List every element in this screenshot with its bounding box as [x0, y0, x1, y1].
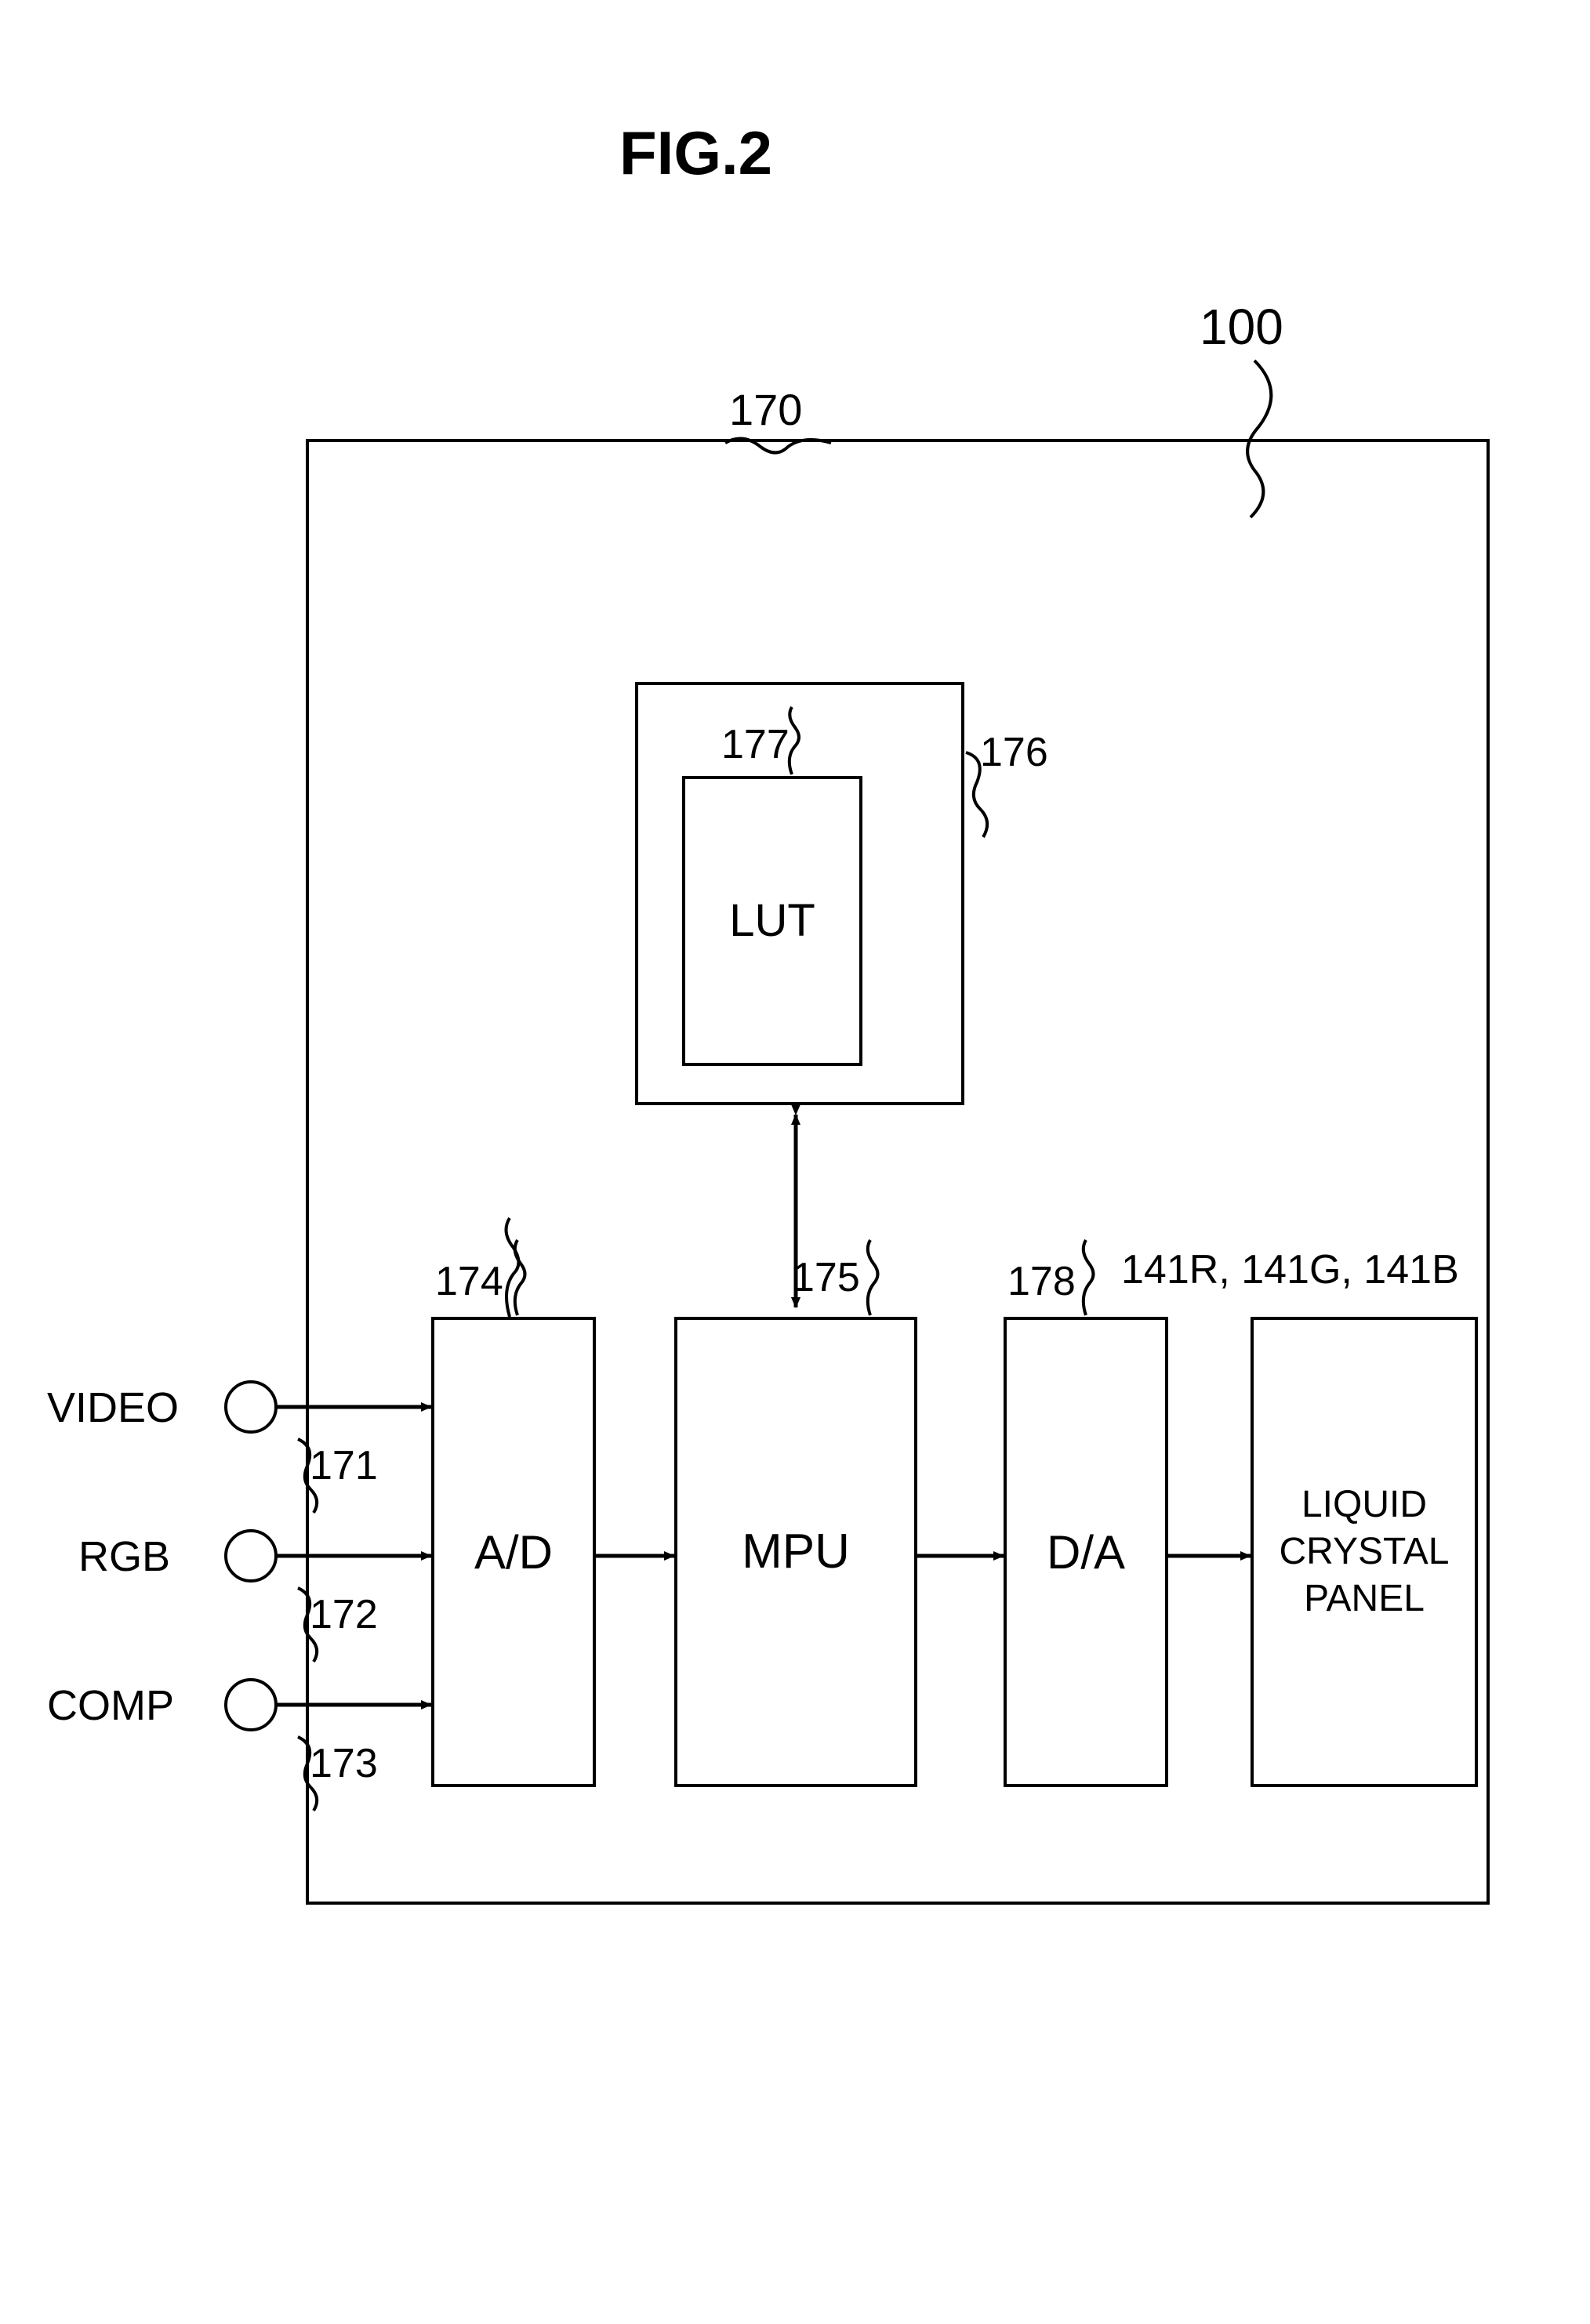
ad-label: A/D: [474, 1523, 553, 1582]
lcd-panel-block: LIQUID CRYSTAL PANEL: [1251, 1317, 1478, 1787]
ref-label-176: 176: [980, 729, 1048, 776]
ref-label-100: 100: [1200, 298, 1283, 356]
ref-label-141: 141R, 141G, 141B: [1121, 1246, 1459, 1293]
input-label-rgb: RGB: [78, 1532, 170, 1581]
da-label: D/A: [1047, 1523, 1125, 1582]
ref-label-171: 171: [310, 1442, 378, 1489]
lcd-label: LIQUID CRYSTAL PANEL: [1280, 1481, 1450, 1622]
terminal-video: [226, 1382, 276, 1432]
mpu-block: MPU: [674, 1317, 917, 1787]
terminal-rgb: [226, 1531, 276, 1581]
mpu-label: MPU: [742, 1521, 850, 1583]
ref-label-170: 170: [729, 384, 802, 435]
ad-block: A/D: [431, 1317, 596, 1787]
input-label-video: VIDEO: [47, 1383, 179, 1432]
da-block: D/A: [1004, 1317, 1168, 1787]
figure-title: FIG.2: [619, 118, 772, 189]
ref-label-177: 177: [721, 721, 790, 768]
ref-label-172: 172: [310, 1591, 378, 1638]
input-label-comp: COMP: [47, 1681, 174, 1730]
lut-label: LUT: [729, 893, 815, 950]
diagram-canvas: FIG.2 100 170 176 LUT 177 A/D 174 MPU 17…: [0, 0, 1590, 2324]
lut-block: LUT: [682, 776, 862, 1066]
terminal-comp: [226, 1680, 276, 1730]
ref-label-178: 178: [1007, 1258, 1076, 1305]
ref-label-175: 175: [792, 1254, 860, 1301]
ref-label-174: 174: [435, 1258, 503, 1305]
ref-label-173: 173: [310, 1740, 378, 1787]
